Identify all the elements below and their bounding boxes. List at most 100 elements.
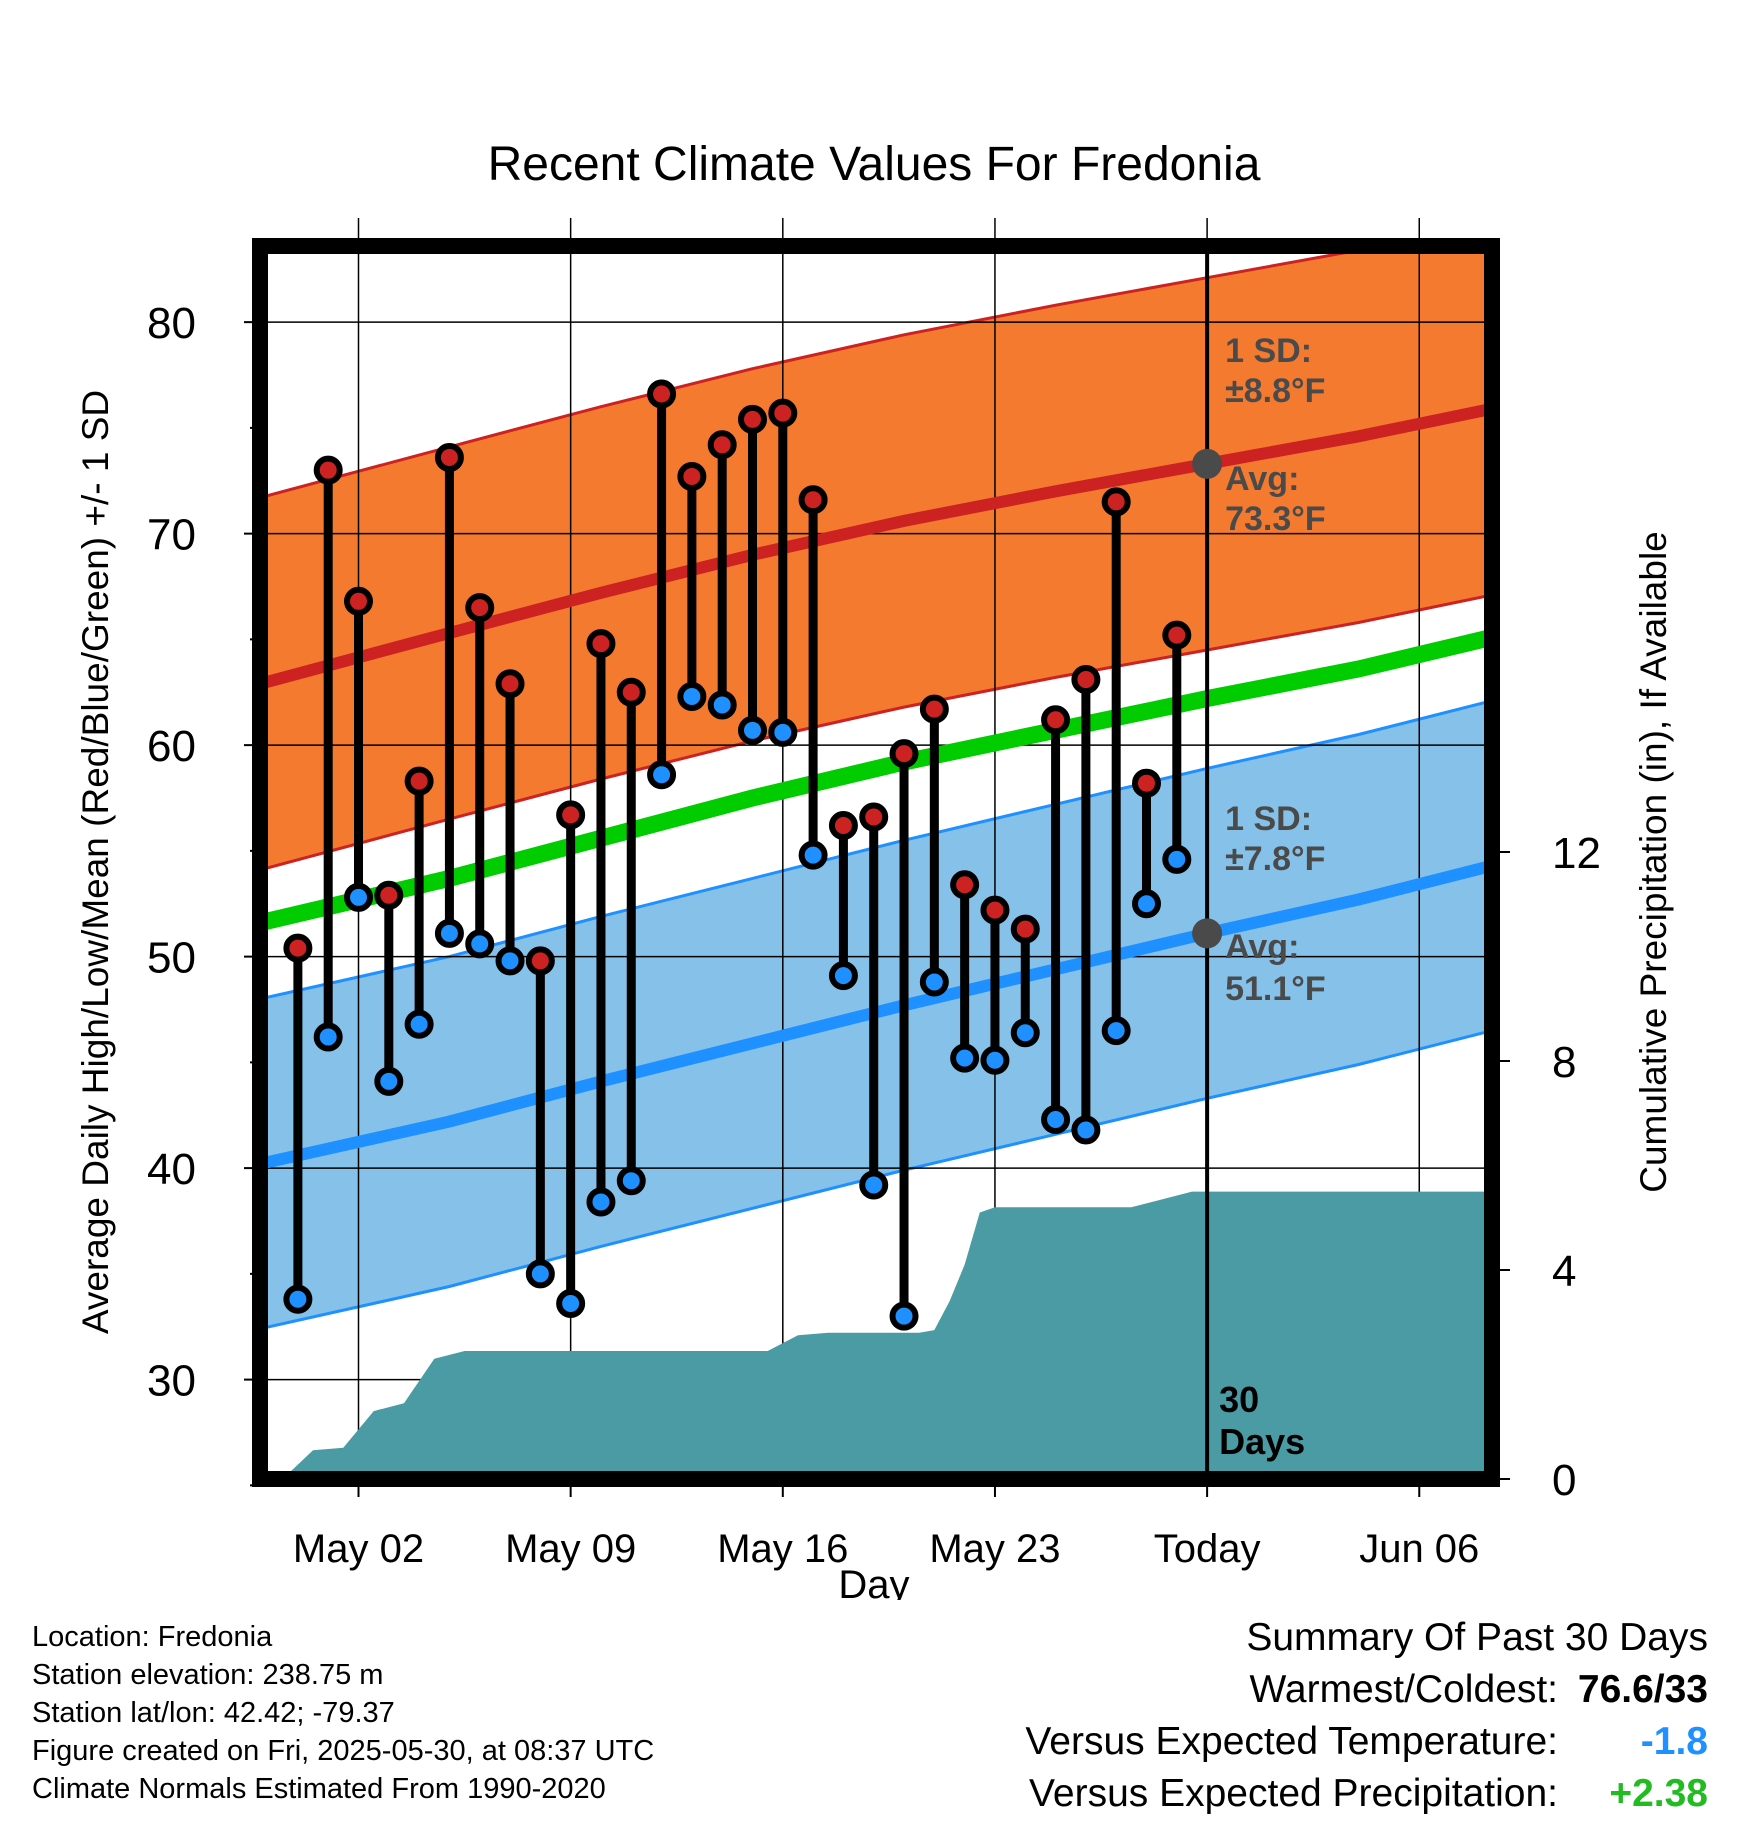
low-avg-value: 51.1°F bbox=[1225, 970, 1326, 1008]
daily-low-point-23 bbox=[980, 1045, 1010, 1075]
summary-panel: Summary Of Past 30 Days Warmest/Coldest:… bbox=[1025, 1612, 1708, 1820]
y-tick-label-40: 40 bbox=[147, 1145, 196, 1194]
daily-low-point-26 bbox=[1071, 1115, 1101, 1145]
x-tick-label-3: May 23 bbox=[929, 1527, 1060, 1571]
daily-low-point-5 bbox=[434, 918, 464, 948]
daily-high-point-18 bbox=[828, 810, 858, 840]
daily-low-point-28 bbox=[1131, 889, 1161, 919]
daily-low-point-0 bbox=[283, 1284, 313, 1314]
daily-low-point-2 bbox=[343, 882, 373, 912]
daily-high-point-13 bbox=[677, 462, 707, 492]
low-avg-label: Avg: bbox=[1225, 928, 1299, 966]
x-axis-label: Day bbox=[838, 1563, 909, 1600]
station-info: Location: Fredonia Station elevation: 23… bbox=[32, 1618, 654, 1808]
y-tick-label-60: 60 bbox=[147, 722, 196, 771]
daily-high-point-3 bbox=[374, 880, 404, 910]
high-sd-upper-edge bbox=[260, 246, 1387, 500]
high-sd-label: 1 SD: bbox=[1225, 332, 1312, 370]
high-normal-line bbox=[260, 402, 1492, 690]
today-days-number: 30 bbox=[1219, 1379, 1259, 1420]
summary-temp: Versus Expected Temperature: -1.8 bbox=[1025, 1716, 1708, 1768]
daily-high-point-23 bbox=[980, 895, 1010, 925]
daily-low-point-7 bbox=[495, 946, 525, 976]
temp-value: -1.8 bbox=[1640, 1720, 1708, 1763]
daily-low-point-10 bbox=[586, 1187, 616, 1217]
summary-precip: Versus Expected Precipitation: +2.38 bbox=[1025, 1768, 1708, 1820]
created-text: Figure created on Fri, 2025-05-30, at 08… bbox=[32, 1735, 655, 1767]
daily-low-point-11 bbox=[616, 1166, 646, 1196]
daily-low-point-17 bbox=[798, 840, 828, 870]
daily-high-point-6 bbox=[465, 593, 495, 623]
y2-tick-label-4: 4 bbox=[1552, 1247, 1576, 1296]
daily-low-point-14 bbox=[707, 690, 737, 720]
climate-chart: Recent Climate Values For Fredonia 30 40 5… bbox=[75, 138, 1674, 1600]
precip-label: Versus Expected Precipitation: bbox=[1029, 1772, 1558, 1815]
latlon-text: Station lat/lon: 42.42; -79.37 bbox=[32, 1697, 395, 1729]
daily-low-point-29 bbox=[1162, 844, 1192, 874]
plot-frame bbox=[252, 238, 1500, 1487]
daily-low-point-25 bbox=[1041, 1104, 1071, 1134]
daily-low-point-9 bbox=[556, 1288, 586, 1318]
low-avg-marker bbox=[1192, 918, 1223, 949]
summary-warm-cold: Warmest/Coldest: 76.6/33 bbox=[1025, 1664, 1708, 1716]
precip-value: +2.38 bbox=[1609, 1772, 1708, 1815]
daily-low-point-12 bbox=[647, 760, 677, 790]
daily-low-point-18 bbox=[828, 961, 858, 991]
high-avg-label: Avg: bbox=[1225, 460, 1299, 498]
warm-cold-label: Warmest/Coldest: bbox=[1249, 1668, 1558, 1711]
daily-low-point-16 bbox=[768, 717, 798, 747]
daily-high-point-22 bbox=[950, 870, 980, 900]
daily-high-point-11 bbox=[616, 677, 646, 707]
daily-high-point-9 bbox=[556, 800, 586, 830]
high-avg-value: 73.3°F bbox=[1225, 500, 1326, 538]
y2-tick-label-12: 12 bbox=[1552, 829, 1601, 878]
y-tick-label-70: 70 bbox=[147, 511, 196, 560]
daily-low-point-21 bbox=[919, 967, 949, 997]
daily-low-point-13 bbox=[677, 681, 707, 711]
daily-high-point-16 bbox=[768, 398, 798, 428]
daily-low-point-22 bbox=[950, 1043, 980, 1073]
low-sd-label: 1 SD: bbox=[1225, 800, 1312, 838]
daily-high-point-25 bbox=[1041, 705, 1071, 735]
daily-high-point-7 bbox=[495, 669, 525, 699]
daily-high-point-12 bbox=[647, 379, 677, 409]
daily-high-point-4 bbox=[404, 766, 434, 796]
daily-low-point-3 bbox=[374, 1066, 404, 1096]
daily-high-point-29 bbox=[1162, 620, 1192, 650]
daily-high-point-19 bbox=[859, 802, 889, 832]
normals-text: Climate Normals Estimated From 1990-2020 bbox=[32, 1773, 606, 1805]
daily-high-point-8 bbox=[525, 946, 555, 976]
daily-high-point-2 bbox=[343, 586, 373, 616]
daily-low-point-20 bbox=[889, 1301, 919, 1331]
x-tick-label-4: Today bbox=[1154, 1527, 1261, 1571]
low-sd-value: ±7.8°F bbox=[1225, 840, 1325, 878]
daily-high-point-0 bbox=[283, 933, 313, 963]
daily-high-point-5 bbox=[434, 442, 464, 472]
daily-high-point-10 bbox=[586, 629, 616, 659]
y-tick-label-80: 80 bbox=[147, 299, 196, 348]
y2-tick-label-8: 8 bbox=[1552, 1038, 1576, 1087]
daily-low-point-19 bbox=[859, 1170, 889, 1200]
daily-high-point-14 bbox=[707, 430, 737, 460]
temp-label: Versus Expected Temperature: bbox=[1025, 1720, 1558, 1763]
chart-title: Recent Climate Values For Fredonia bbox=[488, 138, 1261, 191]
daily-high-point-17 bbox=[798, 485, 828, 515]
x-tick-label-2: May 16 bbox=[717, 1527, 848, 1571]
high-avg-marker bbox=[1192, 448, 1223, 479]
high-sd-band bbox=[260, 246, 1492, 870]
x-tick-label-0: May 02 bbox=[293, 1527, 424, 1571]
daily-low-point-4 bbox=[404, 1009, 434, 1039]
today-days-word: Days bbox=[1219, 1421, 1305, 1462]
y-tick-label-30: 30 bbox=[147, 1357, 196, 1406]
daily-low-point-8 bbox=[525, 1259, 555, 1289]
high-sd-lower-edge bbox=[260, 593, 1492, 872]
daily-high-point-24 bbox=[1010, 914, 1040, 944]
daily-low-point-6 bbox=[465, 929, 495, 959]
y-axis-label: Average Daily High/Low/Mean (Red/Blue/Gr… bbox=[75, 390, 116, 1334]
y2-axis-label: Cumulative Precipitation (in), If Availa… bbox=[1633, 531, 1674, 1193]
elevation-text: Station elevation: 238.75 m bbox=[32, 1659, 384, 1691]
daily-high-point-21 bbox=[919, 694, 949, 724]
daily-high-point-15 bbox=[737, 404, 767, 434]
daily-high-point-1 bbox=[313, 455, 343, 485]
x-tick-label-5: Jun 06 bbox=[1359, 1527, 1479, 1571]
